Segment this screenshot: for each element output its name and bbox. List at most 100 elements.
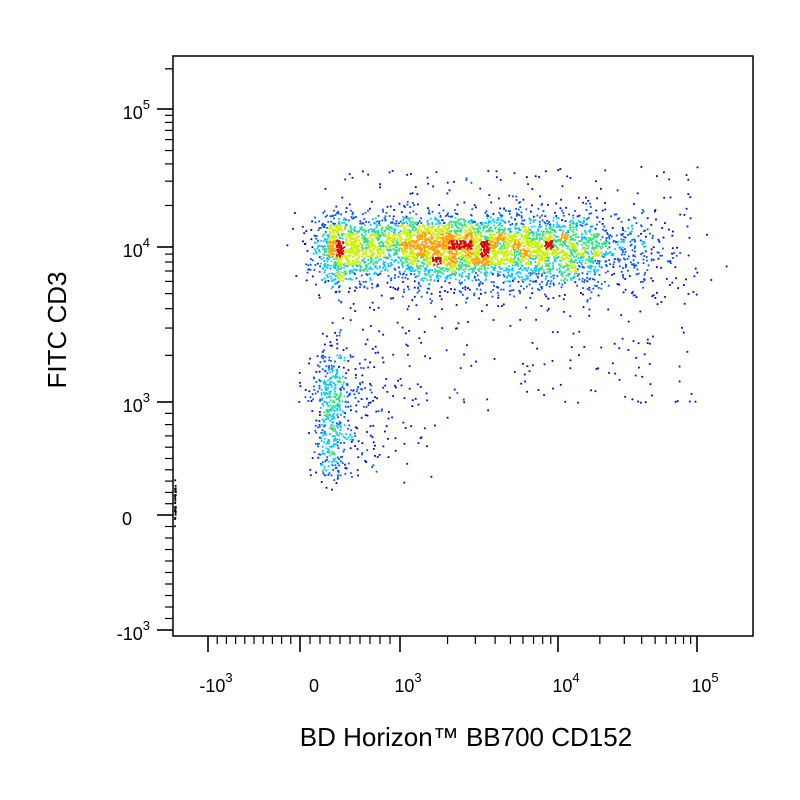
event-dot xyxy=(567,274,570,277)
event-dot xyxy=(435,239,437,242)
event-dot xyxy=(598,262,601,265)
event-dot xyxy=(554,250,557,252)
event-dot xyxy=(306,271,309,274)
event-dot xyxy=(311,259,314,262)
event-dot xyxy=(320,431,323,434)
event-dot xyxy=(600,248,603,250)
event-dot xyxy=(441,308,443,311)
event-dot xyxy=(434,270,436,273)
event-dot xyxy=(598,265,601,268)
event-dot xyxy=(618,283,621,286)
event-dot xyxy=(524,231,527,233)
event-dot xyxy=(401,276,404,279)
event-dot xyxy=(534,245,537,248)
event-dot xyxy=(423,254,426,257)
event-dot xyxy=(319,265,321,268)
event-dot xyxy=(533,280,536,283)
event-dot xyxy=(371,286,374,289)
event-dot xyxy=(336,478,339,480)
event-dot xyxy=(622,291,625,294)
event-dot xyxy=(581,225,584,227)
event-dot xyxy=(336,438,339,441)
event-dot xyxy=(353,250,356,253)
event-dot xyxy=(390,245,393,248)
event-dot xyxy=(325,396,328,399)
event-dot xyxy=(443,230,446,233)
event-dot xyxy=(449,233,452,236)
event-dot xyxy=(417,259,420,262)
event-dot xyxy=(562,279,565,282)
event-dot xyxy=(504,246,506,249)
event-dot xyxy=(487,220,490,222)
event-dot xyxy=(563,242,566,245)
event-dot xyxy=(429,357,431,360)
event-dot xyxy=(338,432,341,434)
event-dot xyxy=(474,247,476,250)
event-dot xyxy=(553,252,556,255)
event-dot xyxy=(527,244,530,247)
event-dot xyxy=(409,250,412,253)
event-dot xyxy=(472,225,474,228)
event-dot xyxy=(424,277,427,280)
event-dot xyxy=(496,236,499,239)
event-dot xyxy=(412,229,414,231)
event-dot xyxy=(360,398,363,400)
event-dot xyxy=(479,187,482,190)
event-dot xyxy=(335,253,337,255)
event-dot xyxy=(324,423,327,426)
event-dot xyxy=(438,245,441,247)
event-dot xyxy=(502,248,504,250)
event-dot xyxy=(536,244,538,247)
event-dot xyxy=(586,251,589,254)
event-dot xyxy=(479,249,482,252)
event-dot xyxy=(439,240,442,243)
event-dot xyxy=(573,243,576,246)
event-dot xyxy=(359,264,361,267)
event-dot xyxy=(394,251,397,254)
event-dot xyxy=(382,244,384,246)
event-dot xyxy=(577,257,580,260)
event-dot xyxy=(542,210,545,212)
event-dot xyxy=(518,241,520,244)
event-dot xyxy=(622,239,625,241)
event-dot xyxy=(411,250,413,253)
event-dot xyxy=(600,266,603,269)
event-dot xyxy=(457,322,460,325)
event-dot xyxy=(330,264,333,267)
event-dot xyxy=(386,205,389,208)
event-dot xyxy=(459,255,461,258)
event-dot xyxy=(432,254,434,256)
event-dot xyxy=(455,272,458,274)
event-dot xyxy=(435,230,438,233)
event-dot xyxy=(621,234,623,237)
event-dot xyxy=(512,269,514,272)
event-dot xyxy=(380,270,383,272)
event-dot xyxy=(437,252,440,255)
event-dot xyxy=(512,244,515,247)
event-dot xyxy=(502,239,504,242)
event-dot xyxy=(406,278,409,280)
event-dot xyxy=(571,254,574,256)
event-dot xyxy=(394,246,397,249)
event-dot xyxy=(328,273,331,275)
event-dot xyxy=(339,381,341,383)
event-dot xyxy=(590,212,593,215)
event-dot xyxy=(454,274,456,277)
event-dot xyxy=(571,222,573,225)
event-dot xyxy=(489,261,492,264)
event-dot xyxy=(399,220,402,223)
event-dot xyxy=(331,321,334,324)
event-dot xyxy=(402,253,404,256)
event-dot xyxy=(536,251,539,254)
event-dot xyxy=(652,335,654,338)
event-dot xyxy=(338,228,341,231)
event-dot xyxy=(580,262,583,264)
event-dot xyxy=(525,257,527,260)
event-dot xyxy=(675,254,678,257)
event-dot xyxy=(445,247,448,249)
event-dot xyxy=(508,228,511,230)
event-dot xyxy=(368,255,371,258)
event-dot xyxy=(331,405,334,408)
event-dot xyxy=(355,245,358,248)
event-dot xyxy=(520,263,522,265)
